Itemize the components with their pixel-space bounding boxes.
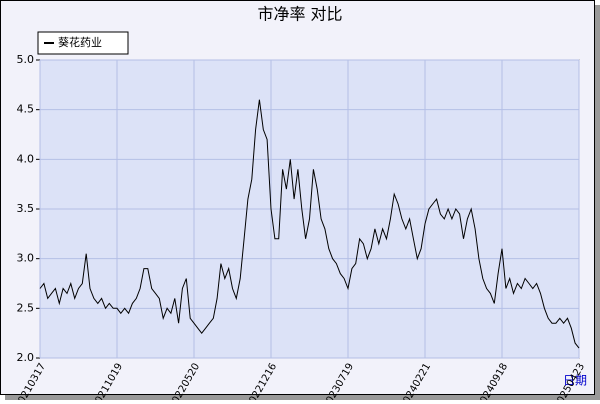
y-tick-label: 2.5 (17, 301, 35, 314)
legend-label: 葵花药业 (58, 36, 102, 49)
x-axis-label: 日期 (563, 374, 587, 388)
shadow (595, 5, 600, 400)
y-tick-label: 4.0 (17, 152, 35, 165)
chart-title: 市净率 对比 (257, 5, 342, 24)
y-tick-label: 5.0 (17, 53, 35, 66)
y-tick-label: 4.5 (17, 103, 35, 116)
shadow (5, 395, 600, 400)
y-tick-label: 2.0 (17, 351, 35, 364)
y-tick-label: 3.0 (17, 252, 35, 265)
line (39, 99, 580, 349)
y-tick-label: 3.5 (17, 202, 35, 215)
legend-box (37, 31, 129, 55)
